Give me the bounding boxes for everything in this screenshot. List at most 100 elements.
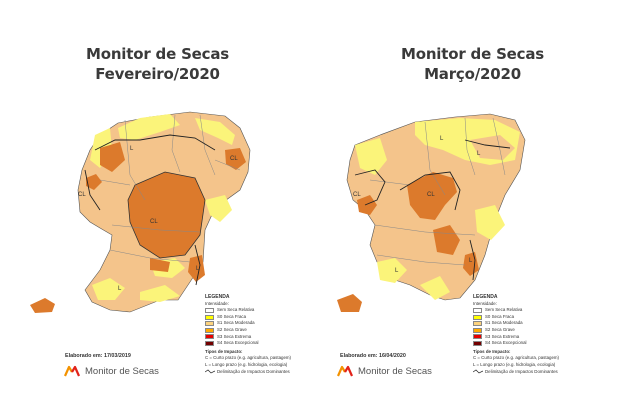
legend-item: Sem Seca Relativa — [473, 307, 593, 314]
brand-name: Monitor de Secas — [85, 365, 159, 377]
impact-line-icon — [473, 369, 483, 374]
legend-subtitle: Intensidade: — [205, 300, 229, 306]
legend-swatch — [205, 327, 214, 333]
legend-impact-title: Tipos de Impacto: — [473, 348, 511, 354]
legend-item: S1 Seca Moderada — [473, 320, 593, 327]
legend-item: S0 Seca Fraca — [473, 314, 593, 321]
legend-label: S2 Seca Grave — [217, 326, 247, 332]
legend-item: Sem Seca Relativa — [205, 307, 315, 314]
region-s2-west — [100, 142, 125, 172]
region-s0-coast — [205, 195, 232, 222]
region-label: CL — [78, 192, 86, 198]
legend-label: S3 Seca Extrema — [485, 333, 520, 339]
map-title-line2: Março/2020 — [424, 65, 521, 83]
legend: LEGENDA Intensidade: Sem Seca Relativa S… — [473, 294, 593, 375]
legend-impact-c: C = Curto prazo (e.g. agricultura, pasta… — [473, 355, 560, 361]
legend-title: LEGENDA — [473, 294, 498, 300]
map-panel-fevereiro: Monitor de Secas Fevereiro/2020 — [0, 44, 315, 377]
region-s2-central — [127, 171, 206, 259]
legend-item: S3 Seca Extrema — [473, 334, 593, 341]
legend-item: S1 Seca Moderada — [205, 320, 315, 327]
region-s0-south2 — [140, 285, 180, 302]
region-s0-east2 — [470, 135, 515, 160]
elaborado-date: Elaborado em: 16/04/2020 — [340, 353, 406, 359]
legend-label: S1 Seca Moderada — [217, 320, 255, 326]
legend-swatch — [473, 334, 482, 340]
legend-swatch — [473, 314, 482, 320]
region-s0-north — [355, 138, 387, 175]
legend-impact-line-row: Delimitação de Impactos Dominantes — [473, 369, 593, 376]
legend-impact-l: L = Longo prazo (e.g. hidrologia, ecolog… — [473, 361, 556, 367]
impact-lines — [354, 139, 511, 281]
region-label: L — [440, 136, 444, 142]
region-s2-east — [225, 148, 246, 170]
region-s0-south — [92, 278, 125, 300]
region-label: L — [395, 268, 399, 274]
legend-item: S3 Seca Extrema — [205, 334, 315, 341]
brand-name: Monitor de Secas — [358, 365, 432, 377]
region-label: CL — [353, 192, 361, 198]
region-label: CL — [427, 192, 435, 198]
legend-label: S1 Seca Moderada — [485, 320, 523, 326]
brand: Monitor de Secas — [337, 365, 432, 377]
legend-impact-l: L = Longo prazo (e.g. hidrologia, ecolog… — [205, 361, 288, 367]
legend-swatch — [205, 334, 214, 340]
state-borders — [369, 117, 506, 266]
region-label: L — [196, 266, 200, 272]
region-label: L — [130, 146, 134, 152]
region-s2-se — [463, 252, 479, 276]
region-label: L — [477, 151, 481, 157]
legend-title: LEGENDA — [205, 294, 230, 300]
region-s2-sw — [337, 294, 362, 312]
map-title-line1: Monitor de Secas — [401, 45, 544, 63]
legend-impact-title: Tipos de Impacto: — [205, 348, 243, 354]
impact-line-icon — [205, 369, 215, 374]
brand: Monitor de Secas — [64, 365, 159, 377]
legend-subtitle: Intensidade: — [473, 300, 497, 306]
map-title: Monitor de Secas Fevereiro/2020 — [0, 44, 315, 84]
elaborado-date: Elaborado em: 17/03/2019 — [65, 353, 131, 359]
region-s0-coast — [475, 205, 505, 240]
region-s0-east — [195, 118, 235, 145]
monitor-de-secas-logo-icon — [337, 365, 354, 377]
drought-map: L L CL CL L L — [337, 113, 526, 312]
legend-item: S2 Seca Grave — [205, 327, 315, 334]
region-label: L — [469, 258, 473, 264]
legend-swatch — [473, 340, 482, 346]
legend-swatch — [205, 307, 214, 313]
legend-item: S4 Seca Excepcional — [205, 340, 315, 347]
drought-map: L CL CL CL L L — [30, 111, 251, 313]
impact-lines — [84, 134, 216, 286]
region-s0-north — [118, 114, 180, 140]
monitor-de-secas-logo-icon — [64, 365, 81, 377]
legend-impact-line: Delimitação de Impactos Dominantes — [485, 368, 558, 374]
region-s0-south — [377, 258, 407, 283]
legend-label: S0 Seca Fraca — [485, 313, 515, 319]
region-s2-small-west — [86, 174, 102, 190]
map-title: Monitor de Secas Março/2020 — [315, 44, 630, 84]
legend-label: S4 Seca Excepcional — [217, 340, 259, 346]
legend-impact-line-row: Delimitação de Impactos Dominantes — [205, 369, 315, 376]
region-label: CL — [230, 156, 238, 162]
legend-item: S4 Seca Excepcional — [473, 340, 593, 347]
legend-label: Sem Seca Relativa — [485, 307, 523, 313]
legend-impact-line: Delimitação de Impactos Dominantes — [217, 368, 290, 374]
region-s2-central — [407, 172, 457, 220]
legend-item: S2 Seca Grave — [473, 327, 593, 334]
map-title-line2: Fevereiro/2020 — [95, 65, 220, 83]
legend-label: S0 Seca Fraca — [217, 313, 247, 319]
legend-label: S2 Seca Grave — [485, 326, 515, 332]
region-s2-west — [357, 195, 377, 215]
region-label: L — [118, 286, 122, 292]
legend-impact-c: C = Curto prazo (e.g. agricultura, pasta… — [205, 355, 292, 361]
legend: LEGENDA Intensidade: Sem Seca Relativa S… — [205, 294, 315, 375]
region-label: CL — [150, 219, 158, 225]
legend-swatch — [205, 314, 214, 320]
legend-swatch — [205, 340, 214, 346]
region-s2-mid — [150, 258, 170, 272]
legend-swatch — [473, 321, 482, 327]
legend-swatch — [473, 327, 482, 333]
legend-item: S0 Seca Fraca — [205, 314, 315, 321]
state-borders — [99, 114, 241, 263]
region-s2-south — [433, 225, 460, 255]
